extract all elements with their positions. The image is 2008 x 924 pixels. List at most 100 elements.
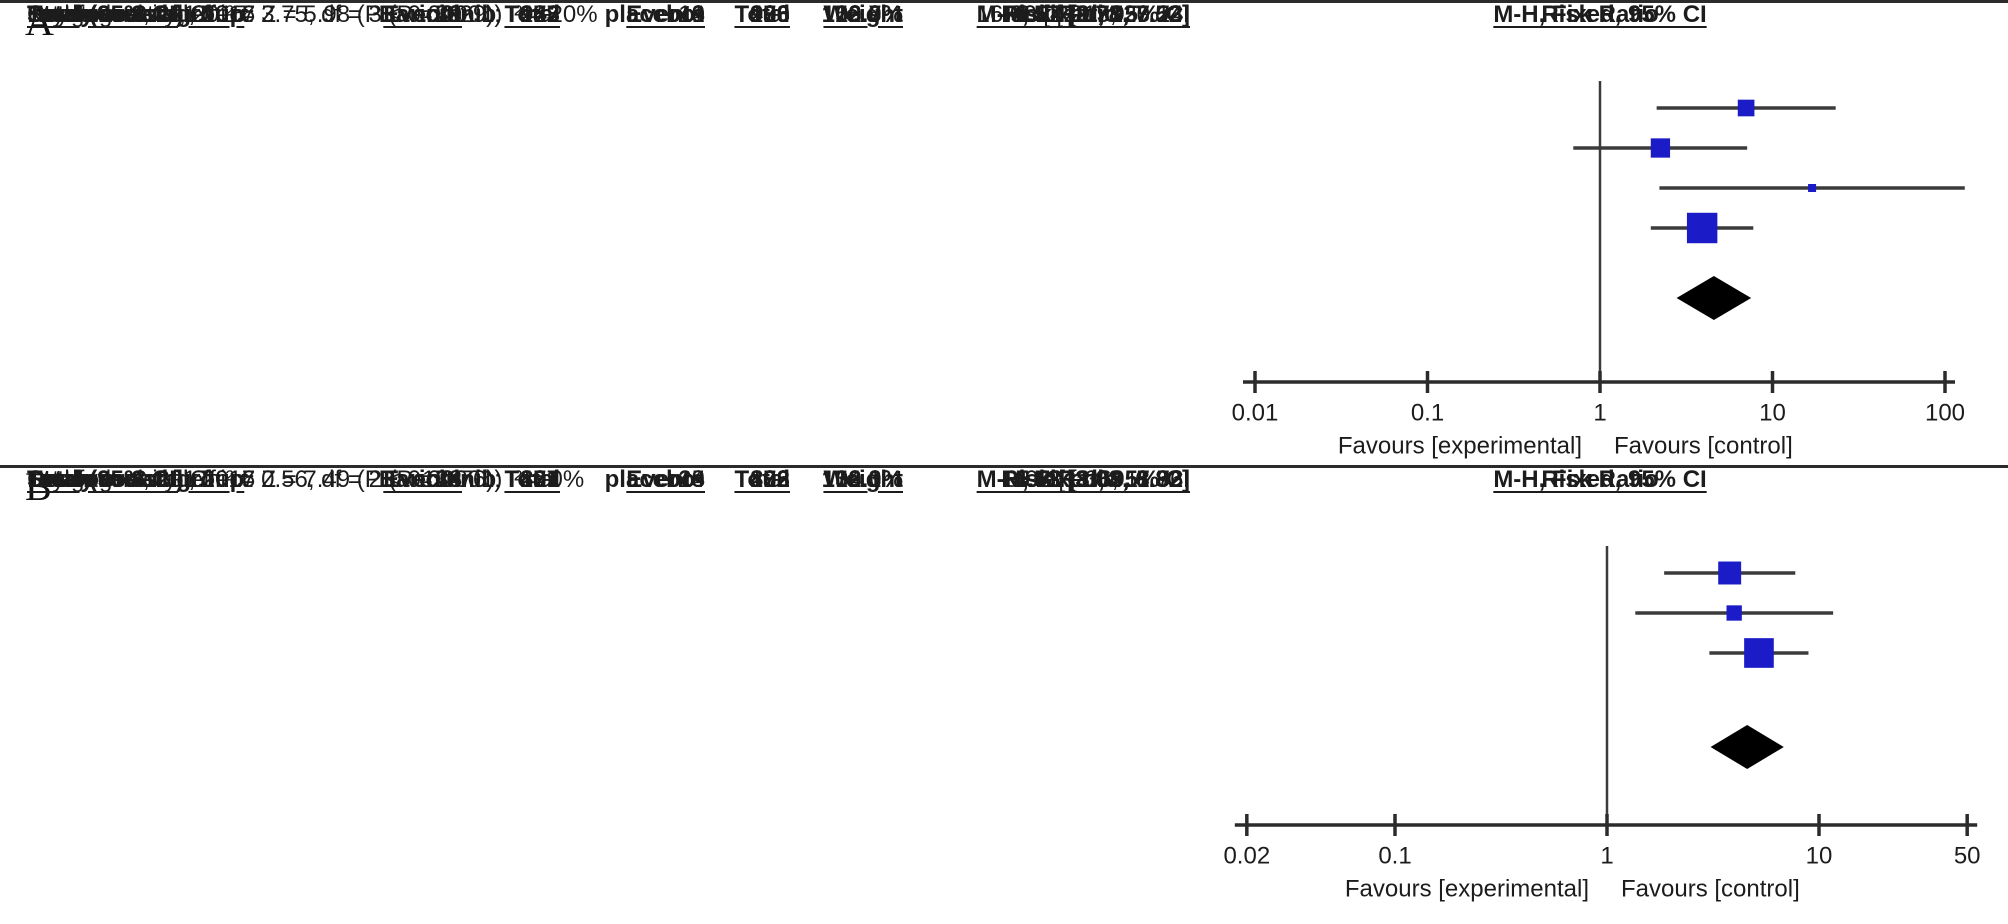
col-header-total1: Total	[504, 466, 560, 493]
column-header-row: Study or Subgroup Events Total Events To…	[0, 465, 2008, 495]
axis-tick-label: 50	[1954, 842, 1981, 869]
ci-text: 5.21 [3.04, 8.92]	[1016, 466, 1190, 493]
total-row: Total (95% CI) 943 990 100.0% 4.57 [2.78…	[0, 0, 2008, 30]
total2-value: 176	[749, 466, 790, 493]
axis-tick-label: 0.02	[1223, 842, 1270, 869]
events1-value: 16	[435, 466, 462, 493]
ci-text: 2.24 [0.70, 7.13]	[1016, 1, 1190, 28]
overall-effect-text: Test for overall effect: Z = 7.49 (P < 0…	[27, 466, 503, 493]
ci-text: 7.03 [2.13, 23.24]	[1003, 1, 1190, 28]
total-row: Total (95% CI) 891 892 100.0% 4.58 [3.08…	[0, 465, 2008, 495]
panel-a-label: A	[25, 0, 54, 44]
total1-value: 487	[519, 466, 560, 493]
axis-tick-label: 10	[1759, 399, 1786, 426]
group1-header: Baricitinib	[378, 1, 497, 28]
panel-b-label: B	[25, 464, 52, 509]
total-events1: 128	[421, 466, 462, 493]
table-row: Dougados et al, 2017 21 227 3 228 16.9% …	[0, 0, 2008, 30]
table-row: Genovese et al, 2016 9 177 4 176 22.7% 2…	[0, 0, 2008, 30]
col-header-weight: Weight	[823, 1, 903, 28]
overall-effect-row: Test for overall effect: Z = 5.98 (P < 0…	[0, 0, 2008, 30]
weight-value: 56.5%	[834, 1, 903, 28]
events2-value: 10	[678, 1, 705, 28]
total-events2: 28	[678, 466, 705, 493]
table-row: Dougados et al, 2017 34 227 9 228 32.1% …	[0, 465, 2008, 495]
overall-effect-row: Test for overall effect: Z = 7.49 (P < 0…	[0, 465, 2008, 495]
events1-value: 9	[448, 1, 462, 28]
table-row: Genovese et al, 2016 16 177 4 176 14.3% …	[0, 465, 2008, 495]
pooled-ci-text: 4.58 [3.08, 6.82]	[1013, 466, 1190, 493]
header-rule	[0, 465, 2008, 468]
col-header-study: Study or Subgroup	[27, 1, 245, 28]
ci-text: 3.91 [1.97, 7.74]	[1016, 1, 1190, 28]
weight-value: 14.3%	[834, 466, 903, 493]
total1-sum: 891	[519, 466, 560, 493]
group2-header: placebo	[604, 466, 696, 493]
total-events-row: Total events 128 28	[0, 465, 2008, 495]
weight-value: 22.7%	[834, 1, 903, 28]
total2-value: 488	[749, 466, 790, 493]
col-header-study: Study or Subgroup	[27, 466, 245, 493]
weight-sum: 100.0%	[821, 1, 903, 28]
total2-value: 228	[749, 466, 790, 493]
study-name: Genovese et al, 2016	[27, 466, 256, 493]
total1-value: 487	[519, 1, 560, 28]
weight-sum: 100.0%	[821, 466, 903, 493]
effect-square	[1686, 212, 1718, 244]
events2-value: 1	[691, 1, 705, 28]
total-events-label: Total events	[27, 466, 156, 493]
events2-value: 4	[691, 1, 705, 28]
total1-value: 52	[533, 1, 560, 28]
effect-square	[1718, 561, 1742, 585]
table-effect-title: Risk Ratio	[1001, 1, 1119, 28]
col-header-events1: Events	[383, 466, 462, 493]
col-header-ci: M-H, Fixed, 95% CI	[976, 1, 1190, 28]
ci-text: 16.96 [2.21, 130.24]	[976, 1, 1190, 28]
study-name: Taylor et al, 2017	[27, 1, 210, 28]
panel-a: A Baricitinib placebo Risk Ratio Risk Ra…	[0, 0, 2008, 459]
weight-value: 32.1%	[834, 466, 903, 493]
axis-tick-label: 0.1	[1411, 399, 1444, 426]
col-header-total2: Total	[734, 466, 790, 493]
pooled-diamond	[1676, 276, 1752, 320]
total1-sum: 943	[519, 1, 560, 28]
events1-value: 9	[448, 1, 462, 28]
axis-tick-label: 0.1	[1378, 842, 1411, 869]
effect-square	[1650, 138, 1671, 158]
effect-square	[1737, 99, 1755, 117]
col-header-total2: Total	[734, 1, 790, 28]
heterogeneity-row: Heterogeneity: Chi² = 3.75, df = 3 (P = …	[0, 0, 2008, 30]
column-header-row: Study or Subgroup Events Total Events To…	[0, 0, 2008, 30]
events2-value: 9	[691, 466, 705, 493]
total-events1: 78	[435, 1, 462, 28]
ci-text: 3.79 [1.86, 7.73]	[1016, 466, 1190, 493]
axis-tick-label: 10	[1806, 842, 1833, 869]
col-header-weight: Weight	[823, 466, 903, 493]
table-row: Keystone et al, 2015 9 52 1 98 3.9% 16.9…	[0, 0, 2008, 30]
total-label: Total (95% CI)	[27, 466, 184, 493]
group1-header: Baricitinib	[378, 466, 497, 493]
events1-value: 34	[435, 466, 462, 493]
heterogeneity-text: Heterogeneity: Chi² = 0.56, df = 2 (P = …	[27, 466, 585, 493]
plot-effect-title: Risk Ratio	[1541, 466, 1659, 493]
total1-value: 227	[519, 1, 560, 28]
pooled-ci-text: 4.57 [2.78, 7.52]	[1013, 1, 1190, 28]
effect-square	[1808, 184, 1817, 192]
weight-value: 16.9%	[834, 1, 903, 28]
panel-b: B Baricitinib placebo Risk Ratio Risk Ra…	[0, 465, 2008, 924]
total2-sum: 892	[749, 466, 790, 493]
effect-square	[1744, 638, 1774, 668]
weight-value: 3.9%	[848, 1, 903, 28]
study-name: Taylor et al, 2017	[27, 466, 210, 493]
heterogeneity-text: Heterogeneity: Chi² = 3.75, df = 3 (P = …	[27, 1, 598, 28]
events1-value: 78	[435, 466, 462, 493]
favours-right-label: Favours [control]	[1614, 432, 1793, 459]
table-row: Taylor et al, 2017 78 487 15 488 53.6% 5…	[0, 465, 2008, 495]
favours-left-label: Favours [experimental]	[1338, 432, 1582, 459]
group-header-row: Baricitinib placebo Risk Ratio Risk Rati…	[0, 465, 2008, 495]
col-header-ci: M-H, Fixed, 95% CI	[976, 466, 1190, 493]
header-rule	[0, 0, 2008, 3]
total2-value: 488	[749, 1, 790, 28]
col-header-events2: Events	[626, 466, 705, 493]
